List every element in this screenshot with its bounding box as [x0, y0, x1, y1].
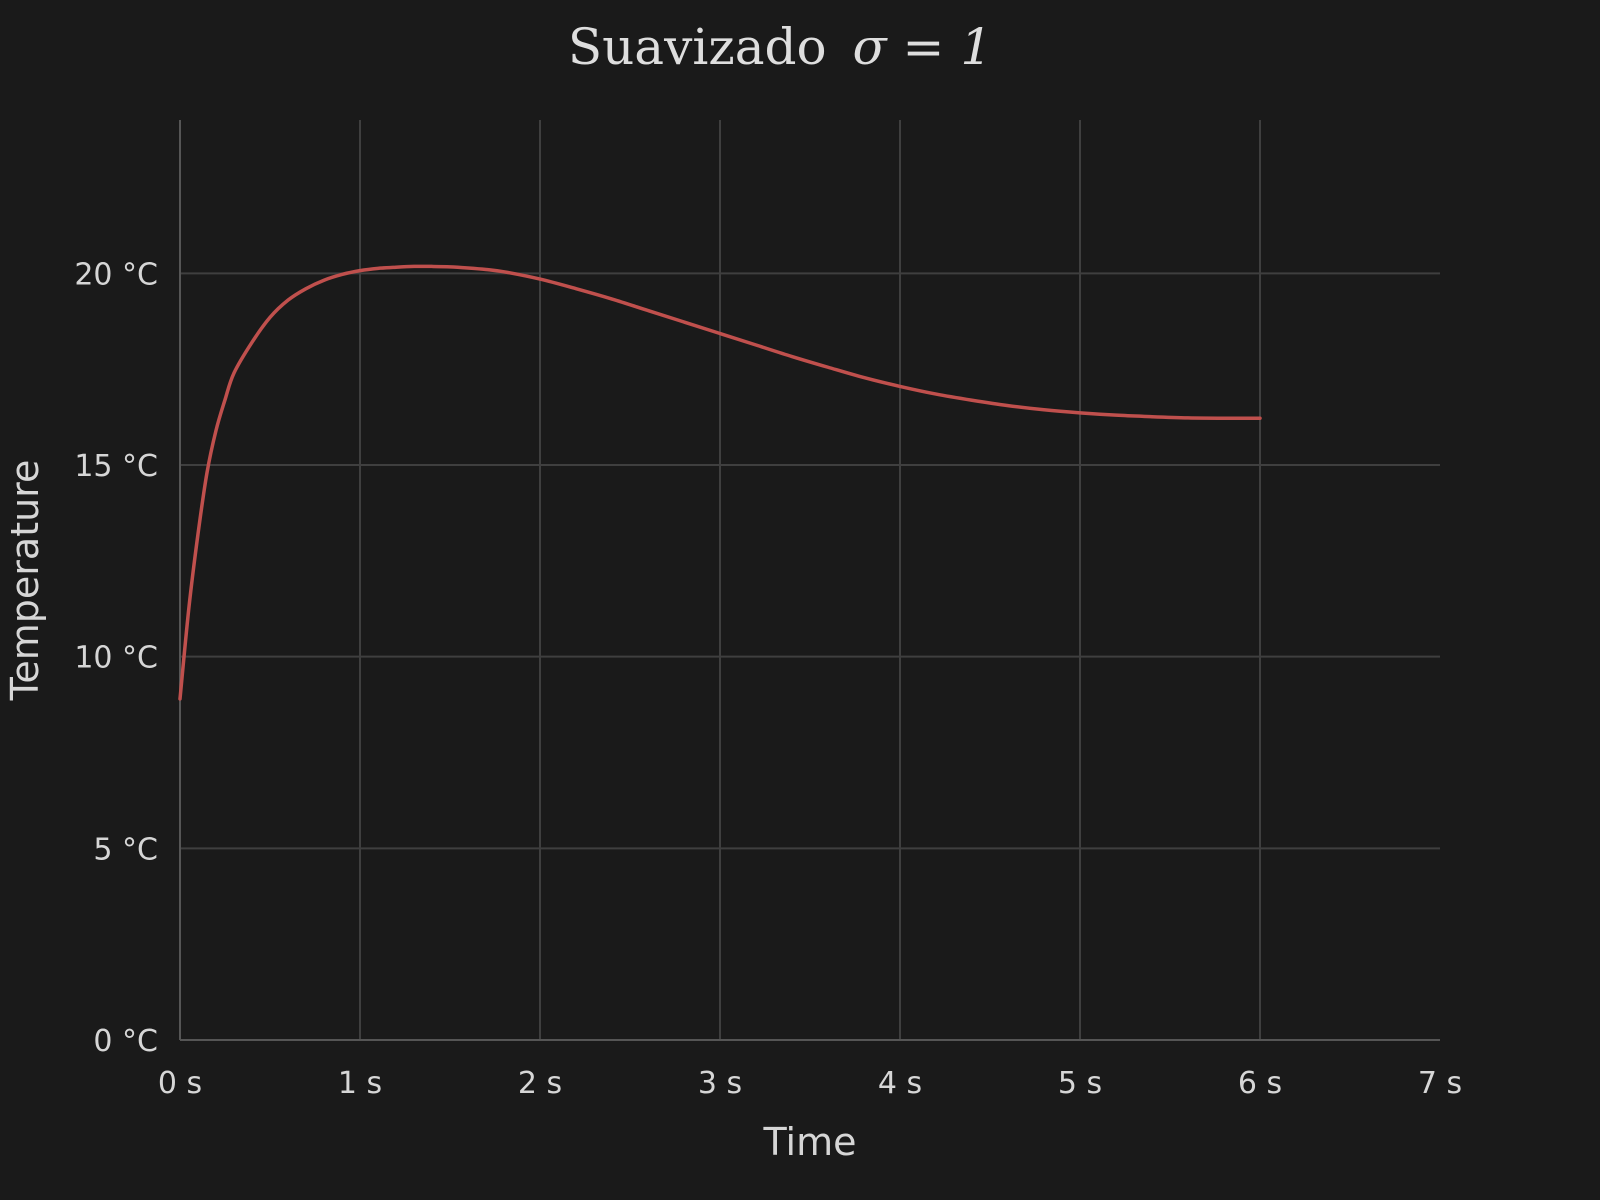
x-tick-label: 2 s	[518, 1066, 562, 1101]
axes	[179, 120, 1440, 1041]
chart-title-math: σ = 1	[853, 18, 993, 76]
y-tick-label: 10 °C	[74, 641, 158, 676]
x-axis-title: Time	[763, 1120, 857, 1164]
x-tick-label: 5 s	[1058, 1066, 1102, 1101]
tick-labels: 0 s 1 s 2 s 3 s 4 s 5 s 6 s 7 s 0 °C 5 °C 10 °C 15 …	[74, 257, 1462, 1101]
grid-lines	[180, 120, 1440, 1040]
series-line	[178, 264, 1262, 701]
x-tick-label: 0 s	[158, 1066, 202, 1101]
series-layer	[178, 264, 1262, 701]
chart-title: Suavizado σ = 1	[568, 18, 992, 76]
x-tick-label: 1 s	[338, 1066, 382, 1101]
y-tick-label: 5 °C	[93, 832, 158, 867]
y-tick-label: 15 °C	[74, 449, 158, 484]
x-tick-label: 4 s	[878, 1066, 922, 1101]
x-tick-label: 6 s	[1238, 1066, 1282, 1101]
y-tick-label: 20 °C	[74, 257, 158, 292]
x-tick-label: 3 s	[698, 1066, 742, 1101]
x-tick-label: 7 s	[1418, 1066, 1462, 1101]
y-tick-label: 0 °C	[93, 1024, 158, 1059]
y-axis-title: Temperature	[3, 460, 47, 702]
chart-title-text: Suavizado	[568, 18, 827, 76]
